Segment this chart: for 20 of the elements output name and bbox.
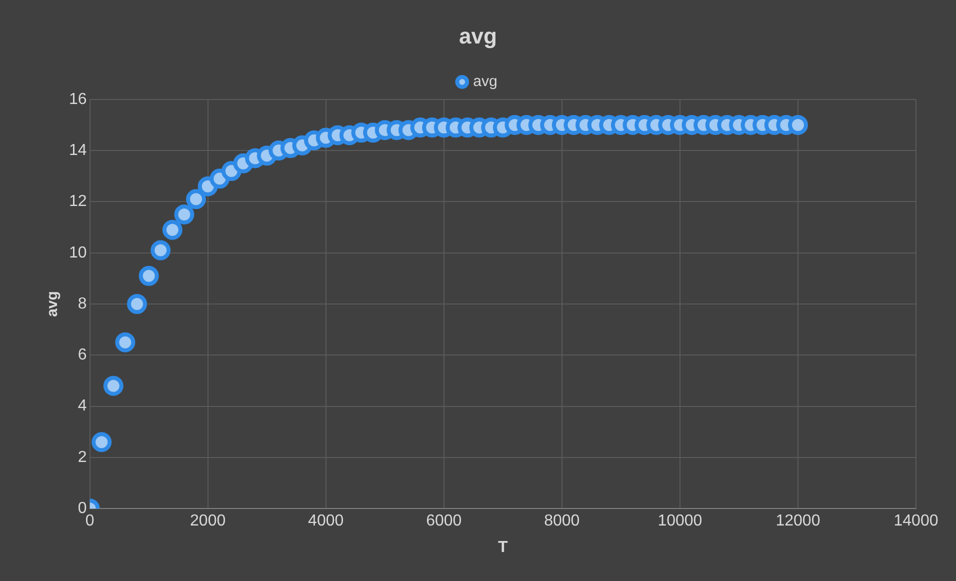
y-tick-label: 12 — [69, 193, 87, 210]
y-tick-label: 2 — [78, 448, 87, 466]
chart-title: avg — [459, 23, 497, 48]
x-tick-label: 2000 — [190, 512, 226, 530]
x-tick-label: 4000 — [308, 512, 344, 530]
y-tick-label: 16 — [69, 90, 87, 108]
y-tick-label: 14 — [69, 142, 87, 159]
y-tick-label: 10 — [69, 244, 87, 262]
x-axis-title: T — [498, 538, 508, 556]
x-tick-label: 10000 — [658, 512, 702, 530]
legend-label: avg — [473, 73, 498, 90]
x-tick-label: 14000 — [894, 512, 938, 530]
x-tick-label: 8000 — [544, 512, 580, 530]
y-tick-label: 4 — [78, 398, 87, 415]
y-tick-label: 0 — [78, 500, 87, 518]
y-tick-label: 6 — [78, 346, 87, 364]
x-tick-label: 6000 — [426, 512, 462, 530]
y-tick-label: 8 — [78, 295, 87, 312]
y-axis-title: avg — [44, 291, 62, 317]
x-tick-label: 12000 — [776, 512, 820, 530]
